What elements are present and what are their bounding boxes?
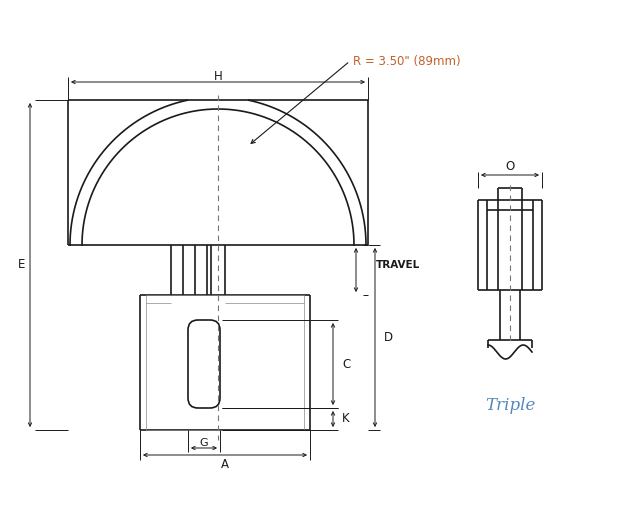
Text: E: E [19, 258, 26, 271]
Text: O: O [505, 160, 515, 173]
Text: R = 3.50" (89mm): R = 3.50" (89mm) [353, 55, 460, 68]
Text: TRAVEL: TRAVEL [376, 260, 421, 270]
Text: Triple: Triple [485, 396, 535, 414]
Text: K: K [342, 413, 350, 426]
Text: H: H [214, 69, 222, 82]
Text: G: G [200, 438, 208, 448]
Text: C: C [342, 357, 351, 370]
Text: A: A [221, 458, 229, 472]
Text: D: D [384, 331, 393, 344]
